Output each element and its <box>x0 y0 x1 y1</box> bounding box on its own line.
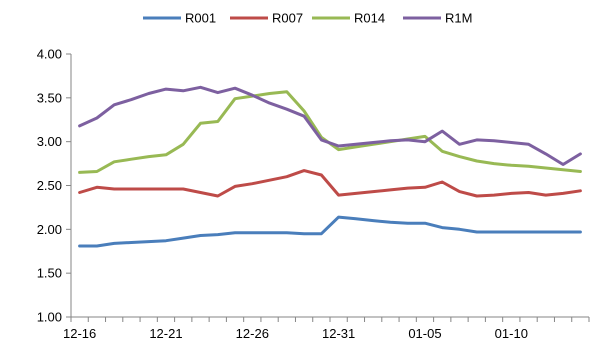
x-tick-label: 01-10 <box>495 326 528 341</box>
y-tick-label: 2.00 <box>37 222 62 237</box>
legend-label-r1m: R1M <box>445 11 472 26</box>
legend: R001 R007 R014 R1M <box>143 11 472 26</box>
x-tick-label: 12-31 <box>322 326 355 341</box>
y-tick-label: 1.00 <box>37 310 62 325</box>
x-tick-label: 01-05 <box>408 326 441 341</box>
y-tick-label: 2.50 <box>37 178 62 193</box>
series-line-r014 <box>78 90 582 174</box>
series-line-r001 <box>78 215 582 248</box>
y-tick-label: 3.00 <box>37 134 62 149</box>
legend-label-r007: R007 <box>272 11 303 26</box>
series-line-r007 <box>78 169 582 198</box>
legend-label-r001: R001 <box>185 11 216 26</box>
y-tick-label: 4.00 <box>37 47 62 62</box>
x-tick-label: 12-26 <box>236 326 269 341</box>
x-tick-label: 12-21 <box>149 326 182 341</box>
x-tick-label: 12-16 <box>63 326 96 341</box>
y-tick-label: 1.50 <box>37 266 62 281</box>
series-line-r1m <box>78 85 582 166</box>
series-layer <box>78 85 582 248</box>
y-tick-label: 3.50 <box>37 90 62 105</box>
legend-label-r014: R014 <box>354 11 385 26</box>
axes: 1.00 1.50 2.00 2.50 3.00 3.50 4.00 12-16 12-21 12… <box>37 47 590 341</box>
